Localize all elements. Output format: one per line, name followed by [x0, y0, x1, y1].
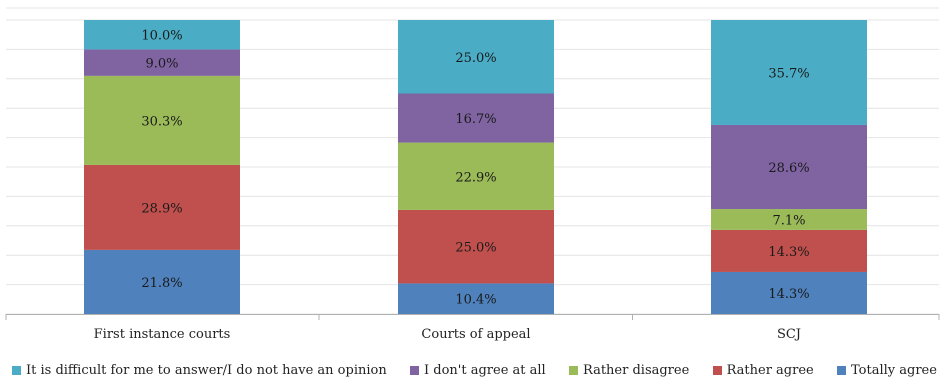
- bar-segment: [84, 249, 240, 314]
- legend-item: It is difficult for me to answer/I do no…: [12, 363, 387, 378]
- legend-label: Rather disagree: [582, 362, 690, 378]
- legend-swatch: [837, 365, 847, 375]
- bar-segment: [711, 271, 867, 314]
- legend-swatch: [712, 365, 722, 375]
- legend-item: Rather agree: [712, 362, 814, 378]
- data-label: 9.0%: [145, 57, 178, 72]
- bar-segment: [711, 124, 867, 210]
- legend-label: Totally agree: [851, 362, 937, 378]
- data-label: 30.3%: [141, 114, 182, 129]
- legend-label: It is difficult for me to answer/I do no…: [26, 362, 387, 378]
- x-axis: First instance courts Courts of appeal SCJ: [5, 314, 940, 342]
- bar-segment: [398, 283, 554, 314]
- bar-segment: [398, 20, 554, 94]
- legend-item: Totally agree: [837, 363, 937, 378]
- data-label: 35.7%: [768, 66, 809, 81]
- data-label: 14.3%: [768, 287, 809, 302]
- bars: 21.8% 28.9% 30.3% 9.0% 10.0% 10.4% 25.0% 22.9% 1…: [84, 20, 867, 314]
- data-label: 22.9%: [455, 170, 496, 185]
- bar-segment: [84, 20, 240, 50]
- data-label: 21.8%: [141, 276, 182, 291]
- bar-segment: [398, 142, 554, 210]
- bar-segment: [398, 93, 554, 143]
- data-label: 25.0%: [455, 241, 496, 256]
- legend-item: Rather disagree: [568, 362, 690, 378]
- data-label: 28.9%: [141, 201, 182, 216]
- data-label: 14.3%: [768, 245, 809, 260]
- legend-item: I don't agree at all: [410, 363, 546, 378]
- legend-label: I don't agree at all: [424, 362, 546, 378]
- data-label: 25.0%: [455, 51, 496, 66]
- bar-segment: [711, 229, 867, 272]
- data-label: 28.6%: [768, 161, 809, 176]
- data-label: 7.1%: [772, 213, 805, 228]
- data-label: 16.7%: [455, 112, 496, 127]
- x-tick-label: First instance courts: [94, 327, 231, 342]
- data-label: 10.4%: [455, 293, 496, 308]
- legend-label: Rather agree: [726, 362, 814, 378]
- legend-swatch: [12, 365, 21, 375]
- bar-segment: [711, 20, 867, 125]
- legend-swatch: [568, 365, 578, 375]
- x-tick-label: SCJ: [777, 327, 801, 342]
- bar-segment: [398, 209, 554, 284]
- data-label: 10.0%: [141, 29, 182, 44]
- legend: It is difficult for me to answer/I do no…: [12, 360, 937, 380]
- x-tick-label: Courts of appeal: [421, 327, 530, 342]
- legend-swatch: [410, 365, 419, 375]
- bar-segment: [84, 164, 240, 250]
- bar-segment: [711, 209, 867, 230]
- bar-segment: [84, 49, 240, 76]
- bar-segment: [84, 75, 240, 165]
